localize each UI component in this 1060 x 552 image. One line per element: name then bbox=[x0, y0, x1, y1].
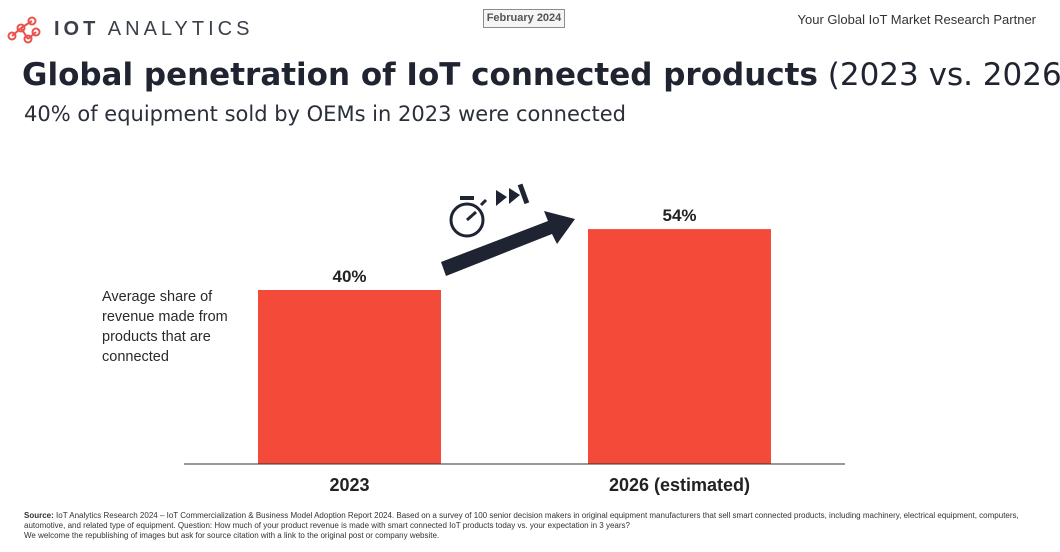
date-badge: February 2024 bbox=[483, 9, 565, 28]
category-label-1: 2026 (estimated) bbox=[609, 475, 750, 495]
bar-1 bbox=[588, 229, 771, 464]
stopwatch-icon bbox=[449, 196, 488, 238]
brand-name: IOT ANALYTICS bbox=[54, 18, 253, 41]
y-axis-label: Average share of revenue made from produ… bbox=[102, 289, 228, 365]
data-label-1: 54% bbox=[662, 206, 696, 225]
brand-logo: IOT ANALYTICS bbox=[6, 12, 253, 46]
source-text: IoT Analytics Research 2024 – IoT Commer… bbox=[24, 511, 1019, 530]
page-title-light: (2023 vs. 2026f) bbox=[827, 57, 1060, 93]
tagline: Your Global IoT Market Research Partner bbox=[797, 12, 1036, 27]
bar-0 bbox=[258, 290, 441, 464]
trend-arrow-icon bbox=[441, 211, 575, 276]
page-title: Global penetration of IoT connected prod… bbox=[22, 57, 1060, 93]
page-subtitle: 40% of equipment sold by OEMs in 2023 we… bbox=[24, 102, 626, 126]
data-label-0: 40% bbox=[332, 267, 366, 286]
iot-analytics-logo-icon bbox=[7, 16, 41, 44]
page-title-bold: Global penetration of IoT connected prod… bbox=[22, 57, 818, 93]
source-footnote: Source: IoT Analytics Research 2024 – Io… bbox=[24, 511, 1034, 541]
source-label: Source: bbox=[24, 511, 54, 520]
brand-name-bold: IOT bbox=[54, 17, 100, 40]
category-label-0: 2023 bbox=[329, 475, 369, 495]
source-citation: Source: IoT Analytics Research 2024 – Io… bbox=[24, 511, 1034, 531]
brand-name-light: ANALYTICS bbox=[107, 17, 254, 40]
fast-forward-icon bbox=[496, 183, 530, 206]
republish-note: We welcome the republishing of images bu… bbox=[24, 531, 440, 540]
